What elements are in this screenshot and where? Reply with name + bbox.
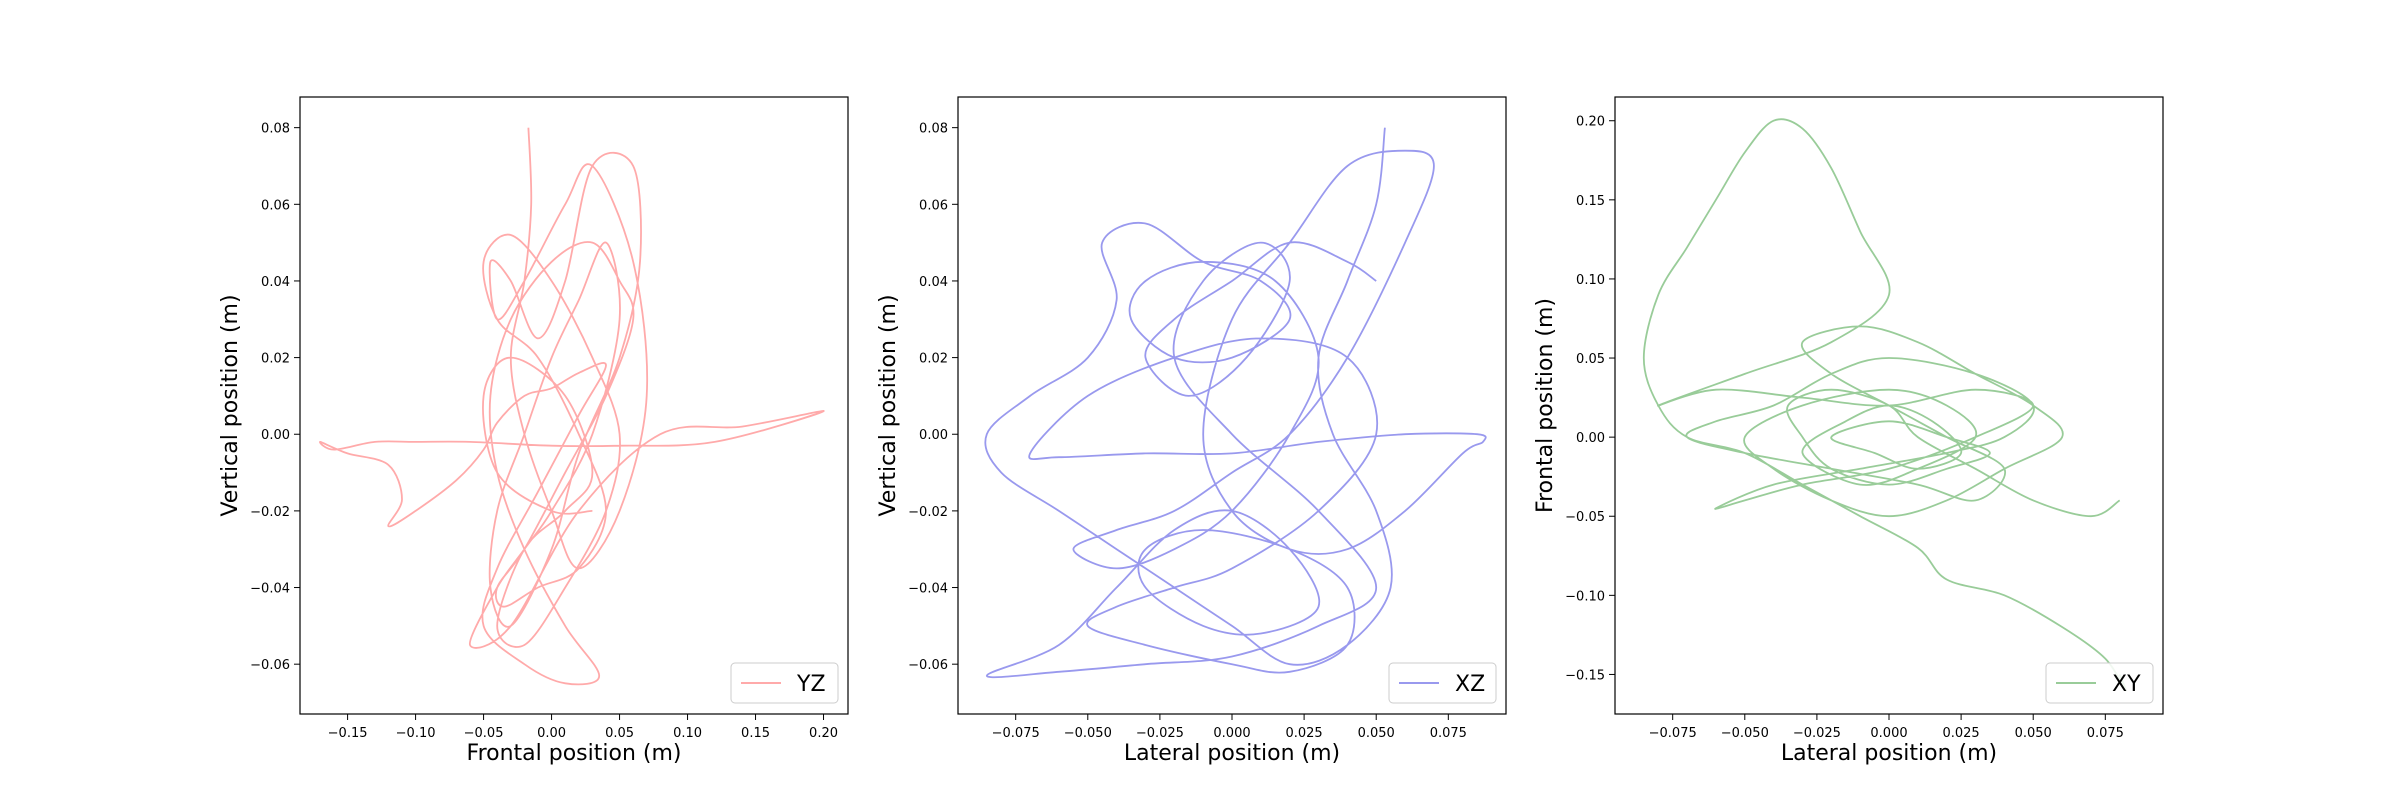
yz-x-tick-label: 0.05 bbox=[605, 726, 634, 741]
yz-y-tick-label: −0.04 bbox=[250, 582, 290, 597]
xz-y-tick-label: 0.08 bbox=[919, 122, 948, 137]
xz-x-tick-label: 0.075 bbox=[1430, 726, 1467, 741]
xz-x-ticks: −0.075 −0.050 −0.025 0.000 0.025 0.050 0.075 bbox=[992, 714, 1467, 741]
xz-x-tick-label: 0.050 bbox=[1358, 726, 1395, 741]
xz-y-tick-label: 0.04 bbox=[919, 275, 948, 290]
xz-y-tick-label: −0.04 bbox=[908, 582, 948, 597]
xy-legend: XY bbox=[2045, 662, 2154, 704]
xz-legend-box bbox=[1388, 662, 1497, 704]
yz-y-tick-label: 0.00 bbox=[261, 428, 290, 443]
xy-trajectory-line bbox=[1642, 118, 2127, 692]
yz-y-tick-label: −0.02 bbox=[250, 505, 290, 520]
xy-y-tick-label: 0.20 bbox=[1576, 115, 1605, 130]
yz-x-tick-label: −0.10 bbox=[396, 726, 436, 741]
xz-y-tick-label: −0.02 bbox=[908, 505, 948, 520]
yz-axes-frame bbox=[299, 96, 849, 715]
xz-x-tick-label: 0.000 bbox=[1213, 726, 1250, 741]
yz-x-tick-label: −0.15 bbox=[328, 726, 368, 741]
xy-x-tick-label: −0.075 bbox=[1649, 726, 1697, 741]
xz-x-tick-label: −0.025 bbox=[1136, 726, 1184, 741]
yz-trajectory-line bbox=[319, 127, 825, 686]
xz-y-ticks: −0.06 −0.04 −0.02 0.00 0.02 0.04 0.06 0.08 bbox=[908, 122, 958, 673]
xy-y-axis-label: Frontal position (m) bbox=[1533, 298, 1558, 513]
xz-trajectory-line bbox=[984, 127, 1487, 679]
xz-trace-group bbox=[984, 127, 1487, 679]
xy-x-tick-label: 0.025 bbox=[1942, 726, 1979, 741]
xz-y-tick-label: 0.06 bbox=[919, 198, 948, 213]
xy-trace-group bbox=[1642, 118, 2127, 692]
xy-x-tick-label: 0.075 bbox=[2087, 726, 2124, 741]
yz-y-tick-label: 0.08 bbox=[261, 122, 290, 137]
yz-y-ticks: −0.06 −0.04 −0.02 0.00 0.02 0.04 0.06 0.08 bbox=[250, 122, 300, 673]
yz-x-tick-label: 0.15 bbox=[741, 726, 770, 741]
xy-y-tick-label: −0.15 bbox=[1565, 668, 1605, 683]
xy-panel: −0.075 −0.050 −0.025 0.000 0.025 0.050 0.075 −… bbox=[1533, 96, 2164, 766]
xz-x-tick-label: −0.075 bbox=[992, 726, 1040, 741]
xy-y-ticks: −0.15 −0.10 −0.05 0.00 0.05 0.10 0.15 0.20 bbox=[1565, 115, 1615, 683]
xy-y-tick-label: 0.05 bbox=[1576, 352, 1605, 367]
xz-x-tick-label: 0.025 bbox=[1285, 726, 1322, 741]
xz-y-axis-label: Vertical position (m) bbox=[876, 294, 901, 516]
yz-x-axis-label: Frontal position (m) bbox=[467, 741, 682, 766]
yz-x-ticks: −0.15 −0.10 −0.05 0.00 0.05 0.10 0.15 0.20 bbox=[328, 714, 838, 741]
yz-y-tick-label: 0.02 bbox=[261, 352, 290, 367]
xz-x-axis-label: Lateral position (m) bbox=[1124, 741, 1340, 766]
xy-x-ticks: −0.075 −0.050 −0.025 0.000 0.025 0.050 0.075 bbox=[1649, 714, 2124, 741]
yz-x-tick-label: 0.10 bbox=[673, 726, 702, 741]
xz-y-tick-label: −0.06 bbox=[908, 658, 948, 673]
yz-x-tick-label: −0.05 bbox=[464, 726, 504, 741]
xy-x-tick-label: −0.025 bbox=[1793, 726, 1841, 741]
xy-y-tick-label: 0.00 bbox=[1576, 431, 1605, 446]
xz-legend: XZ bbox=[1388, 662, 1497, 704]
xy-y-tick-label: 0.15 bbox=[1576, 194, 1605, 209]
xz-panel: −0.075 −0.050 −0.025 0.000 0.025 0.050 0.075 −… bbox=[876, 96, 1507, 766]
xz-y-tick-label: 0.02 bbox=[919, 352, 948, 367]
yz-x-tick-label: 0.20 bbox=[809, 726, 838, 741]
xz-x-tick-label: −0.050 bbox=[1064, 726, 1112, 741]
xy-y-tick-label: 0.10 bbox=[1576, 273, 1605, 288]
xy-legend-label: XY bbox=[2112, 672, 2141, 697]
xy-x-tick-label: 0.000 bbox=[1870, 726, 1907, 741]
xy-legend-box bbox=[2045, 662, 2154, 704]
yz-legend-label: YZ bbox=[796, 672, 826, 697]
xy-y-tick-label: −0.10 bbox=[1565, 589, 1605, 604]
xy-y-tick-label: −0.05 bbox=[1565, 510, 1605, 525]
yz-y-axis-label: Vertical position (m) bbox=[218, 294, 243, 516]
yz-trace-group bbox=[319, 127, 825, 686]
yz-x-tick-label: 0.00 bbox=[537, 726, 566, 741]
yz-legend: YZ bbox=[730, 662, 839, 704]
xz-y-tick-label: 0.00 bbox=[919, 428, 948, 443]
yz-panel: −0.15 −0.10 −0.05 0.00 0.05 0.10 0.15 0.20 −0.0… bbox=[218, 96, 849, 766]
xy-x-axis-label: Lateral position (m) bbox=[1781, 741, 1997, 766]
xy-x-tick-label: 0.050 bbox=[2015, 726, 2052, 741]
yz-y-tick-label: 0.04 bbox=[261, 275, 290, 290]
yz-y-tick-label: 0.06 bbox=[261, 198, 290, 213]
xy-x-tick-label: −0.050 bbox=[1721, 726, 1769, 741]
yz-legend-box bbox=[730, 662, 839, 704]
yz-y-tick-label: −0.06 bbox=[250, 658, 290, 673]
xz-legend-label: XZ bbox=[1455, 672, 1485, 697]
